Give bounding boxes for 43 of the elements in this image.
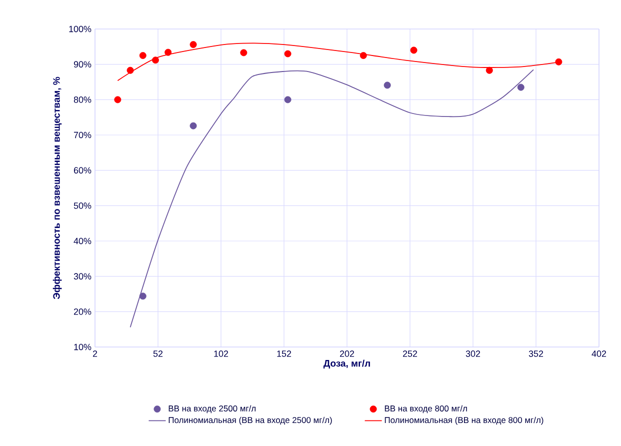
point	[164, 48, 172, 56]
legend-label: Полиномиальная (ВВ на входе 800 мг/л)	[384, 416, 544, 425]
x-tick-label: 102	[214, 350, 228, 357]
y-tick-label: 50%	[74, 202, 92, 209]
y-tick-label: 40%	[74, 238, 92, 244]
x-tick-label: 252	[402, 350, 418, 357]
point	[190, 41, 197, 48]
point	[190, 122, 197, 130]
point	[284, 50, 292, 58]
y-tick-label: 90%	[74, 61, 92, 68]
y-tick-label: 80%	[74, 96, 92, 103]
point	[360, 52, 367, 59]
point	[240, 49, 248, 56]
y-axis-title: Эффективность по взвешенным веществам, %	[52, 76, 62, 300]
point	[486, 66, 493, 74]
y-tick-label: 20%	[74, 308, 92, 315]
point	[384, 82, 391, 89]
y-tick-label: 30%	[74, 273, 92, 280]
y-tick-label: 60%	[74, 167, 92, 174]
x-tick-label: 202	[340, 350, 354, 357]
x-tick-label: 302	[466, 350, 480, 357]
line-series	[130, 69, 534, 328]
point	[126, 66, 134, 74]
y-tick-label: 70%	[74, 132, 92, 138]
point	[410, 46, 418, 54]
y-tick-label: 10%	[74, 344, 92, 350]
x-tick-label: 2	[92, 350, 98, 357]
point	[284, 96, 292, 104]
x-tick-label: 402	[592, 350, 606, 357]
x-tick-label: 152	[277, 350, 292, 357]
point	[555, 58, 562, 66]
point	[114, 96, 122, 104]
legend-label: ВВ на входе 800 мг/л	[384, 405, 467, 414]
point	[139, 52, 146, 59]
x-tick-label: 352	[528, 350, 544, 357]
x-axis-title: Доза, мг/л	[323, 360, 370, 368]
legend-label: Полиномиальная (ВВ на входе 2500 мг/л)	[168, 416, 332, 425]
x-tick-label: 52	[153, 350, 163, 357]
point	[152, 56, 159, 64]
point	[517, 84, 524, 91]
y-tick-label: 100%	[69, 26, 92, 32]
legend-label: ВВ на входе 2500 мг/л	[168, 405, 256, 414]
point	[139, 292, 146, 300]
